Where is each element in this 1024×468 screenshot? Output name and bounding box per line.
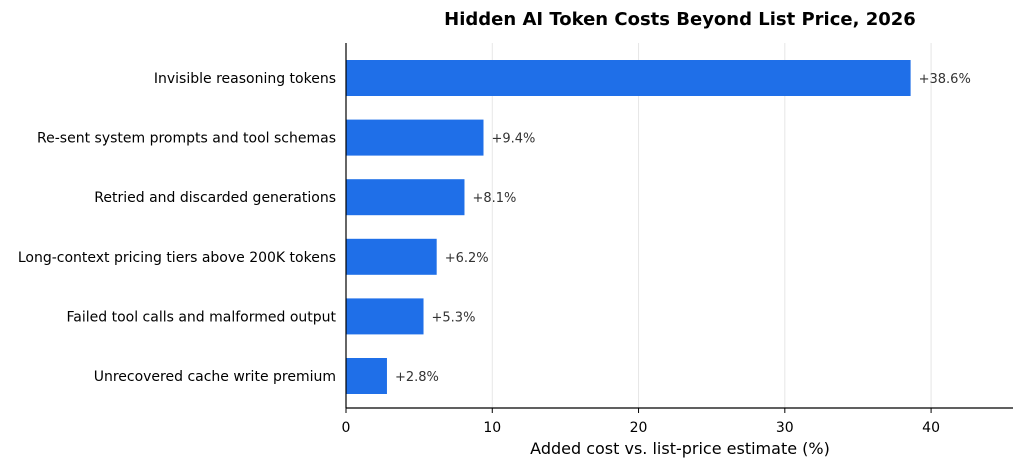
bar — [346, 298, 424, 335]
data-label: +5.3% — [432, 310, 476, 325]
grid-lines — [491, 43, 932, 408]
category-label: Invisible reasoning tokens — [154, 71, 336, 87]
category-label: Retried and discarded generations — [94, 190, 336, 206]
bar — [346, 179, 465, 216]
x-tick-label: 0 — [342, 420, 351, 436]
x-tick-label: 30 — [776, 420, 794, 436]
x-ticks: 0 10 20 30 40 — [342, 408, 940, 436]
chart-title: Hidden AI Token Costs Beyond List Price,… — [444, 9, 916, 30]
x-tick-label: 10 — [483, 420, 501, 436]
category-label: Long-context pricing tiers above 200K to… — [18, 250, 336, 266]
x-tick-label: 40 — [922, 420, 940, 436]
data-label: +6.2% — [445, 251, 489, 266]
bar — [346, 358, 387, 394]
data-label: +8.1% — [472, 191, 516, 206]
data-label: +2.8% — [395, 370, 439, 385]
category-label: Failed tool calls and malformed output — [67, 309, 337, 325]
x-axis-label: Added cost vs. list-price estimate (%) — [530, 439, 830, 458]
data-labels: +38.6% +9.4% +8.1% +6.2% +5.3% +2.8% — [395, 72, 971, 385]
bar — [346, 119, 484, 156]
x-tick-label: 20 — [630, 420, 648, 436]
data-label: +9.4% — [491, 132, 535, 147]
bar — [346, 60, 911, 96]
bar — [346, 238, 437, 275]
category-label: Unrecovered cache write premium — [94, 369, 336, 385]
category-labels: Invisible reasoning tokens Re-sent system… — [18, 71, 337, 385]
data-label: +38.6% — [919, 72, 971, 87]
axes — [345, 43, 1013, 409]
bars — [346, 60, 911, 394]
category-label: Re-sent system prompts and tool schemas — [37, 131, 336, 147]
